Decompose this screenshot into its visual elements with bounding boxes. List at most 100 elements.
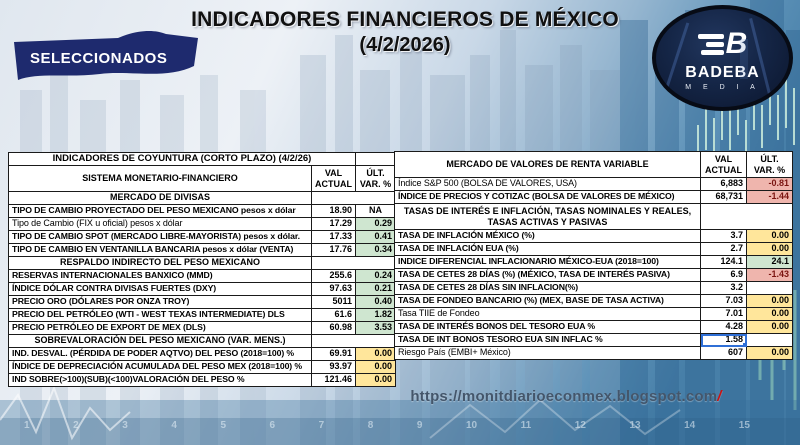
val-cell[interactable]: 255.6	[311, 269, 356, 283]
row-label[interactable]: TASA DE INTERÉS BONOS DEL TESORO EUA %	[394, 320, 701, 334]
column-header-var[interactable]: ÚLT. VAR. %	[355, 165, 396, 192]
row-label[interactable]: TASA DE INT BONOS TESORO EUA SIN INFLAC …	[394, 333, 701, 347]
row-label[interactable]: ÍNDICE DE DEPRECIACIÓN ACUMULADA DEL PES…	[8, 360, 312, 374]
val-cell[interactable]: 17.29	[311, 217, 356, 231]
url-slash: /	[717, 388, 722, 405]
var-cell[interactable]: 0.24	[355, 269, 396, 283]
var-cell[interactable]: -1.44	[746, 190, 793, 204]
row-label[interactable]: TIPO DE CAMBIO PROYECTADO DEL PESO MEXIC…	[8, 204, 312, 218]
row-label[interactable]: PRECIO DEL PETRÓLEO (WTI - WEST TEXAS IN…	[8, 308, 312, 322]
row-label[interactable]: TASA DE CETES 28 DÍAS SIN INFLACION(%)	[394, 281, 701, 295]
var-cell[interactable]: 0.21	[355, 282, 396, 296]
axis-number: 4	[171, 420, 177, 431]
table-row: Tipo de Cambio (FIX u oficial) pesos x d…	[8, 217, 396, 231]
row-label[interactable]: RESERVAS INTERNACIONALES BANXICO (MMD)	[8, 269, 312, 283]
var-cell[interactable]: 0.00	[746, 320, 793, 334]
section-empty-cell[interactable]	[700, 203, 793, 230]
var-cell[interactable]: 0.29	[355, 217, 396, 231]
val-cell[interactable]: 3.7	[700, 229, 747, 243]
var-cell[interactable]	[746, 281, 793, 295]
var-cell[interactable]: 0.00	[746, 346, 793, 360]
blog-url-link[interactable]: https://monitdiarioeconmex.blogspot.com/	[398, 388, 734, 405]
var-cell[interactable]: 0.00	[746, 307, 793, 321]
row-label[interactable]: IND SOBRE(>100)(SUB)(<100)VALORACIÓN DEL…	[8, 373, 312, 387]
var-cell[interactable]: 0.34	[355, 243, 396, 257]
seleccionados-ribbon: SELECCIONADOS	[14, 30, 198, 80]
renta-variable-table: MERCADO DE VALORES DE RENTA VARIABLE VAL …	[394, 151, 793, 360]
row-label[interactable]: Índice S&P 500 (BOLSA DE VALORES, USA)	[394, 177, 701, 191]
table-row: ÍNDICE DE PRECIOS Y COTIZAC (BOLSA DE VA…	[394, 190, 793, 204]
row-label[interactable]: TASA DE INFLACIÓN EUA (%)	[394, 242, 701, 256]
val-cell[interactable]: 3.2	[700, 281, 747, 295]
table-row: IND. DESVAL. (PÉRDIDA DE PODER AQTVO) DE…	[8, 347, 396, 361]
table-row: TASA DE INFLACIÓN MÉXICO (%) 3.7 0.00	[394, 229, 793, 243]
column-header-var[interactable]: ÚLT. VAR. %	[746, 151, 793, 178]
val-cell[interactable]: 5011	[311, 295, 356, 309]
table-row: TASA DE INFLACIÓN EUA (%) 2.7 0.00	[394, 242, 793, 256]
section-empty-cell[interactable]	[311, 191, 396, 205]
var-cell[interactable]: 0.41	[355, 230, 396, 244]
column-header-val[interactable]: VAL ACTUAL	[700, 151, 747, 178]
column-header-row: MERCADO DE VALORES DE RENTA VARIABLE VAL …	[394, 151, 793, 178]
section-empty-cell[interactable]	[311, 256, 396, 270]
var-cell[interactable]: -0.81	[746, 177, 793, 191]
val-cell[interactable]: 93.97	[311, 360, 356, 374]
var-cell[interactable]: 1.82	[355, 308, 396, 322]
var-cell[interactable]: 0.00	[355, 373, 396, 387]
val-cell[interactable]: 18.90	[311, 204, 356, 218]
var-cell[interactable]: NA	[355, 204, 396, 218]
var-cell[interactable]: 0.00	[355, 360, 396, 374]
row-label[interactable]: TASA DE INFLACIÓN MÉXICO (%)	[394, 229, 701, 243]
val-cell[interactable]: 6,883	[700, 177, 747, 191]
row-label[interactable]: IND. DESVAL. (PÉRDIDA DE PODER AQTVO) DE…	[8, 347, 312, 361]
row-label[interactable]: ÍNDICE DÓLAR CONTRA DIVISAS FUERTES (DXY…	[8, 282, 312, 296]
row-label[interactable]: TASA DE CETES 28 DÍAS (%) (MÉXICO, TASA …	[394, 268, 701, 282]
var-cell[interactable]: -1.43	[746, 268, 793, 282]
val-cell[interactable]: 68,731	[700, 190, 747, 204]
var-cell[interactable]: 24.1	[746, 255, 793, 269]
row-label[interactable]: Riesgo País (EMBI+ México)	[394, 346, 701, 360]
val-cell[interactable]: 124.1	[700, 255, 747, 269]
var-cell[interactable]: 0.00	[355, 347, 396, 361]
var-cell[interactable]: 3.53	[355, 321, 396, 335]
row-label[interactable]: TIPO DE CAMBIO SPOT (MERCADO LIBRE-MAYOR…	[8, 230, 312, 244]
row-label[interactable]: TASA DE FONDEO BANCARIO (%) (MEX, BASE D…	[394, 294, 701, 308]
column-header-label[interactable]: MERCADO DE VALORES DE RENTA VARIABLE	[394, 151, 701, 178]
table-row: TASA DE FONDEO BANCARIO (%) (MEX, BASE D…	[394, 294, 793, 308]
axis-number: 8	[367, 420, 374, 431]
section-empty-cell[interactable]	[311, 334, 396, 348]
val-cell[interactable]: 607	[700, 346, 747, 360]
val-cell[interactable]: 17.76	[311, 243, 356, 257]
var-cell[interactable]: 0.40	[355, 295, 396, 309]
var-cell[interactable]: 0.00	[746, 294, 793, 308]
row-label[interactable]: TIPO DE CAMBIO EN VENTANILLA BANCARIA pe…	[8, 243, 312, 257]
val-cell[interactable]: 1.58	[700, 333, 747, 347]
column-header-val[interactable]: VAL ACTUAL	[311, 165, 356, 192]
val-cell[interactable]: 17.33	[311, 230, 356, 244]
var-cell[interactable]	[746, 333, 793, 347]
table-row: TASA DE CETES 28 DÍAS (%) (MÉXICO, TASA …	[394, 268, 793, 282]
val-cell[interactable]: 60.98	[311, 321, 356, 335]
axis-number: 9	[416, 420, 423, 431]
val-cell[interactable]: 6.9	[700, 268, 747, 282]
table-title: INDICADORES DE COYUNTURA (CORTO PLAZO) (…	[8, 152, 356, 166]
val-cell[interactable]: 7.03	[700, 294, 747, 308]
val-cell[interactable]: 121.46	[311, 373, 356, 387]
val-cell[interactable]: 2.7	[700, 242, 747, 256]
row-label[interactable]: PRECIO PETRÓLEO DE EXPORT DE MEX (DLS)	[8, 321, 312, 335]
var-cell[interactable]: 0.00	[746, 242, 793, 256]
val-cell[interactable]: 97.63	[311, 282, 356, 296]
val-cell[interactable]: 7.01	[700, 307, 747, 321]
row-label[interactable]: Tipo de Cambio (FIX u oficial) pesos x d…	[8, 217, 312, 231]
var-cell[interactable]: 0.00	[746, 229, 793, 243]
axis-number: 6	[269, 420, 276, 431]
row-label[interactable]: Tasa TIIE de Fondeo	[394, 307, 701, 321]
val-cell[interactable]: 61.6	[311, 308, 356, 322]
row-label[interactable]: PRECIO ORO (DÓLARES POR ONZA TROY)	[8, 295, 312, 309]
column-header-label[interactable]: SISTEMA MONETARIO-FINANCIERO	[8, 165, 312, 192]
val-cell[interactable]: 4.28	[700, 320, 747, 334]
row-label[interactable]: INDICE DIFERENCIAL INFLACIONARIO MÉXICO-…	[394, 255, 701, 269]
val-cell[interactable]: 69.91	[311, 347, 356, 361]
axis-number: 14	[684, 420, 696, 431]
row-label[interactable]: ÍNDICE DE PRECIOS Y COTIZAC (BOLSA DE VA…	[394, 190, 701, 204]
